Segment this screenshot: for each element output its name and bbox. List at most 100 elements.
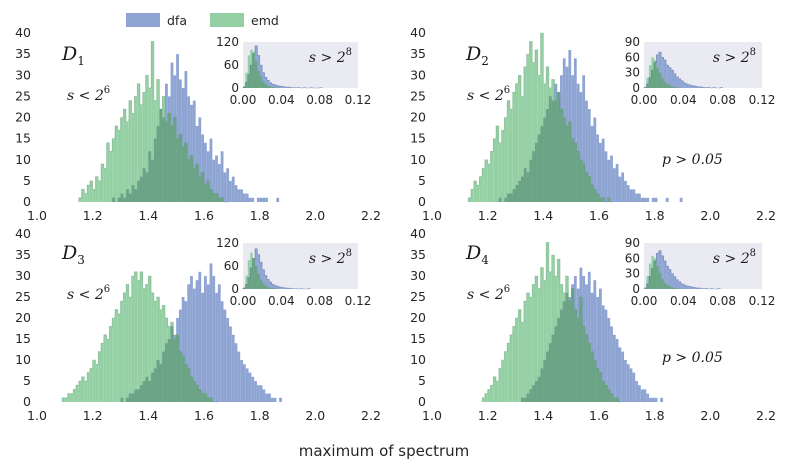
- main-overlap-bin: [532, 151, 535, 202]
- dfa-bin: [251, 376, 255, 402]
- scale-annotation: s < 26: [467, 85, 510, 104]
- main-overlap-bin: [582, 326, 586, 402]
- main-overlap-bin: [601, 197, 605, 202]
- dfa-bin: [217, 284, 221, 402]
- emd-bin: [529, 41, 533, 203]
- main-overlap-bin: [534, 381, 538, 402]
- dfa-bin: [201, 292, 204, 402]
- dfa-bin: [624, 360, 627, 402]
- dfa-bin: [190, 276, 193, 402]
- dfa-bin: [181, 87, 185, 202]
- dfa-bin: [660, 397, 664, 402]
- emd-bin: [156, 297, 160, 402]
- emd-bin: [120, 301, 124, 402]
- inset-y-tick-label: 120: [216, 236, 239, 250]
- y-tick-label: 25: [410, 88, 426, 103]
- main-overlap-bin: [206, 397, 210, 402]
- y-tick-label: 40: [15, 226, 31, 241]
- main-overlap-bin: [198, 176, 202, 202]
- inset-overlap-bin: [250, 65, 253, 88]
- inset-scale-annotation: s > 28: [309, 47, 352, 66]
- emd-bin: [526, 292, 530, 402]
- dfa-bin: [615, 339, 619, 402]
- dfa-bin: [262, 197, 266, 202]
- panel-label: D4: [465, 242, 489, 267]
- x-tick-label: 1.8: [645, 408, 665, 423]
- dfa-bin: [242, 364, 246, 402]
- main-overlap-bin: [201, 393, 204, 402]
- inset-x-tick-label: 0.08: [709, 93, 736, 107]
- main-overlap-bin: [190, 376, 193, 402]
- dfa-bin: [640, 389, 644, 402]
- legend: dfa emd: [126, 13, 279, 28]
- main-overlap-bin: [599, 372, 602, 402]
- inset-x-tick-label: 0.04: [670, 93, 697, 107]
- emd-bin: [151, 41, 154, 203]
- inset-emd-bin: [245, 275, 248, 289]
- x-tick-label: 1.6: [589, 208, 609, 223]
- dfa-bin: [276, 197, 280, 202]
- main-overlap-bin: [173, 339, 177, 402]
- dfa-bin: [254, 381, 257, 402]
- x-tick-label: 1.0: [27, 408, 47, 423]
- inset-dfa-bin: [666, 65, 669, 88]
- inset-overlap-bin: [254, 61, 258, 88]
- inset-y-tick-label: 30: [625, 267, 640, 281]
- main-overlap-bin: [557, 318, 561, 402]
- inset-dfa-bin: [269, 82, 272, 88]
- legend-dfa-label: dfa: [167, 13, 187, 28]
- inset-y-tick-label: 0: [231, 282, 239, 296]
- dfa-bin: [610, 155, 613, 202]
- main-overlap-bin: [126, 189, 129, 202]
- dfa-bin: [215, 292, 218, 402]
- inset-overlap-bin: [266, 287, 270, 289]
- emd-bin: [512, 92, 516, 202]
- inset-dfa-outline: [643, 51, 723, 89]
- emd-bin: [148, 276, 152, 402]
- emd-bin: [117, 130, 121, 202]
- emd-bin: [515, 318, 519, 402]
- dfa-bin: [610, 326, 613, 402]
- inset-y-tick-label: 0: [632, 282, 640, 296]
- inset-emd-bin: [646, 276, 649, 289]
- dfa-bin: [181, 297, 185, 402]
- emd-bin: [89, 180, 93, 202]
- main-overlap-bin: [596, 193, 599, 202]
- dfa-bin: [593, 280, 597, 402]
- emd-bin: [523, 301, 527, 402]
- main-overlap-bin: [178, 351, 182, 402]
- dfa-bin: [601, 305, 605, 402]
- inset-dfa-bin: [286, 87, 289, 88]
- main-overlap-bin: [537, 134, 541, 202]
- inset-dfa-bin: [281, 86, 284, 88]
- inset-x-tick-label: 0.12: [749, 294, 776, 308]
- emd-bin: [81, 189, 85, 202]
- x-tick-label: 1.8: [250, 208, 270, 223]
- emd-bin: [515, 83, 519, 202]
- dfa-bin: [590, 292, 594, 402]
- inset-overlap-bin: [675, 87, 679, 88]
- main-overlap-bin: [601, 381, 605, 402]
- inset-dfa-bin: [264, 77, 267, 88]
- emd-bin: [523, 66, 527, 202]
- y-tick-label: 5: [418, 373, 426, 388]
- emd-bin: [518, 309, 522, 402]
- emd-bin: [106, 142, 110, 202]
- inset-overlap-bin: [651, 268, 654, 289]
- emd-bin: [521, 96, 524, 202]
- inset-overlap-bin: [678, 87, 681, 88]
- emd-bin: [509, 109, 513, 202]
- emd-bin: [534, 49, 538, 203]
- dfa-bin: [198, 271, 202, 402]
- emd-bin: [482, 397, 485, 402]
- emd-bin: [139, 271, 143, 402]
- inset-overlap-bin: [658, 272, 662, 289]
- x-tick-label: 1.4: [533, 208, 553, 223]
- x-tick-label: 1.4: [138, 208, 158, 223]
- dfa-bin: [612, 168, 616, 202]
- emd-bin: [89, 368, 93, 402]
- inset-dfa-bin: [693, 287, 696, 289]
- main-overlap-bin: [515, 185, 519, 202]
